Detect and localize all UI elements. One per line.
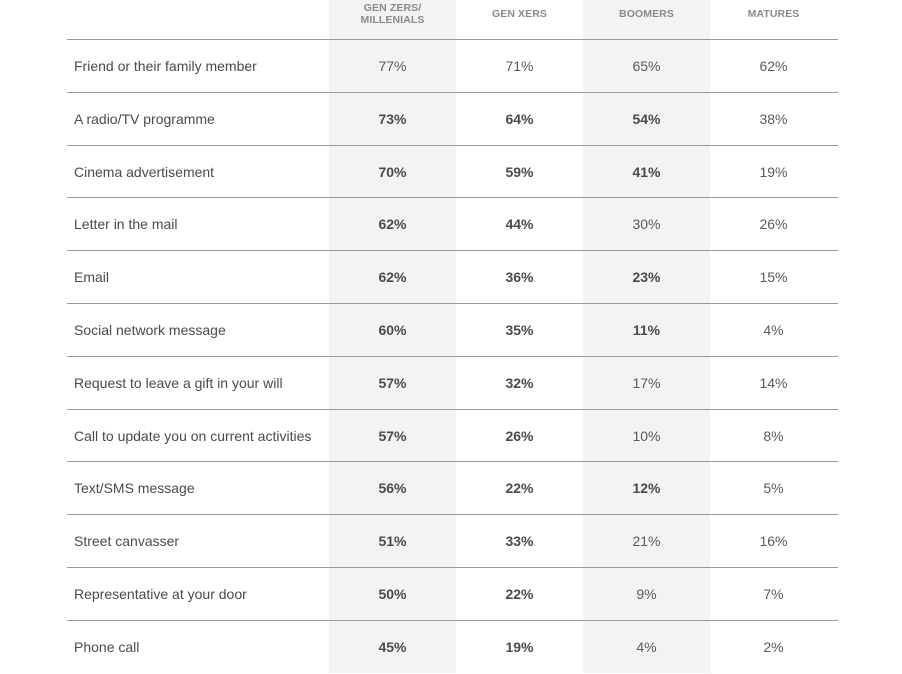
row-label: Friend or their family member <box>74 58 257 74</box>
table-row: Email 62% 36% 23% 15% <box>67 251 838 304</box>
table-body: Friend or their family member 77% 71% 65% 62… <box>67 40 838 674</box>
value-cell: 30% <box>632 216 661 233</box>
row-label: Request to leave a gift in your will <box>74 374 283 391</box>
value-cell: 60% <box>378 321 407 338</box>
value-cell: 15% <box>759 269 788 286</box>
value-cell: 44% <box>505 216 534 233</box>
value-cell: 62% <box>759 58 788 74</box>
shaded-column-gen-zers <box>329 0 456 673</box>
table-row: Representative at your door 50% 22% 9% 7% <box>67 568 838 621</box>
column-header-matures: MATURES <box>747 8 800 20</box>
value-cell: 71% <box>505 58 534 74</box>
table-row: Request to leave a gift in your will 57% 3… <box>67 357 838 410</box>
value-cell: 5% <box>763 480 784 497</box>
value-cell: 4% <box>763 321 784 338</box>
value-cell: 50% <box>378 585 407 602</box>
value-cell: 70% <box>378 163 407 180</box>
table-row: Street canvasser 51% 33% 21% 16% <box>67 515 838 568</box>
value-cell: 17% <box>632 374 661 391</box>
value-cell: 59% <box>505 163 534 180</box>
value-cell: 41% <box>632 163 661 180</box>
value-cell: 22% <box>505 480 534 497</box>
value-cell: 56% <box>378 480 407 497</box>
table-row: Text/SMS message 56% 22% 12% 5% <box>67 462 838 516</box>
table-row: Letter in the mail 62% 44% 30% 26% <box>67 198 838 252</box>
value-cell: 73% <box>378 110 407 127</box>
results-table: GEN ZERS/ MILLENIALS GEN XERS BOOMERS MA… <box>67 0 838 673</box>
value-cell: 22% <box>505 585 534 602</box>
value-cell: 8% <box>763 427 784 444</box>
row-label: Text/SMS message <box>74 480 195 497</box>
value-cell: 21% <box>632 533 661 550</box>
value-cell: 2% <box>763 638 784 655</box>
value-cell: 54% <box>632 110 661 127</box>
row-label: Email <box>74 269 110 286</box>
value-cell: 57% <box>378 427 407 444</box>
value-cell: 45% <box>378 638 407 655</box>
value-cell: 57% <box>378 374 407 391</box>
shaded-column-boomers <box>583 0 710 673</box>
value-cell: 65% <box>632 58 661 74</box>
row-label: Street canvasser <box>74 533 180 550</box>
row-label: A radio/TV programme <box>74 110 215 127</box>
table-row: Call to update you on current activities… <box>67 410 838 463</box>
column-header-gen-xers: GEN XERS <box>491 8 548 20</box>
value-cell: 14% <box>759 374 788 391</box>
value-cell: 35% <box>505 321 534 338</box>
value-cell: 64% <box>505 110 534 127</box>
value-cell: 16% <box>759 533 788 550</box>
value-cell: 62% <box>378 269 407 286</box>
value-cell: 33% <box>505 533 534 550</box>
table-header: GEN ZERS/ MILLENIALS GEN XERS BOOMERS MA… <box>67 0 838 40</box>
row-label: Letter in the mail <box>74 216 178 233</box>
value-cell: 19% <box>505 638 534 655</box>
value-cell: 36% <box>505 269 534 286</box>
table-row: Friend or their family member 77% 71% 65% 62… <box>67 40 838 93</box>
value-cell: 11% <box>632 321 661 338</box>
value-cell: 7% <box>763 585 784 602</box>
row-label: Call to update you on current activities <box>74 427 312 444</box>
value-cell: 38% <box>759 110 788 127</box>
value-cell: 32% <box>505 374 534 391</box>
value-cell: 77% <box>378 58 407 74</box>
row-label: Phone call <box>74 638 140 655</box>
value-cell: 26% <box>759 216 788 233</box>
value-cell: 51% <box>378 533 407 550</box>
value-cell: 9% <box>636 585 657 602</box>
value-cell: 4% <box>636 638 657 655</box>
column-header-boomers: BOOMERS <box>619 8 674 20</box>
row-label: Representative at your door <box>74 585 247 602</box>
table-row: Phone call 45% 19% 4% 2% <box>67 621 838 674</box>
table-row: Cinema advertisement 70% 59% 41% 19% <box>67 146 838 199</box>
column-header-gen-zers-millenials: GEN ZERS/ MILLENIALS <box>360 2 425 26</box>
row-label: Cinema advertisement <box>74 163 215 180</box>
table-row: A radio/TV programme 73% 64% 54% 38% <box>67 93 838 146</box>
value-cell: 62% <box>378 216 407 233</box>
value-cell: 26% <box>505 427 534 444</box>
value-cell: 10% <box>632 427 661 444</box>
table-row: Social network message 60% 35% 11% 4% <box>67 304 838 357</box>
value-cell: 12% <box>632 480 661 497</box>
value-cell: 23% <box>632 269 661 286</box>
row-label: Social network message <box>74 321 226 338</box>
value-cell: 19% <box>759 163 788 180</box>
